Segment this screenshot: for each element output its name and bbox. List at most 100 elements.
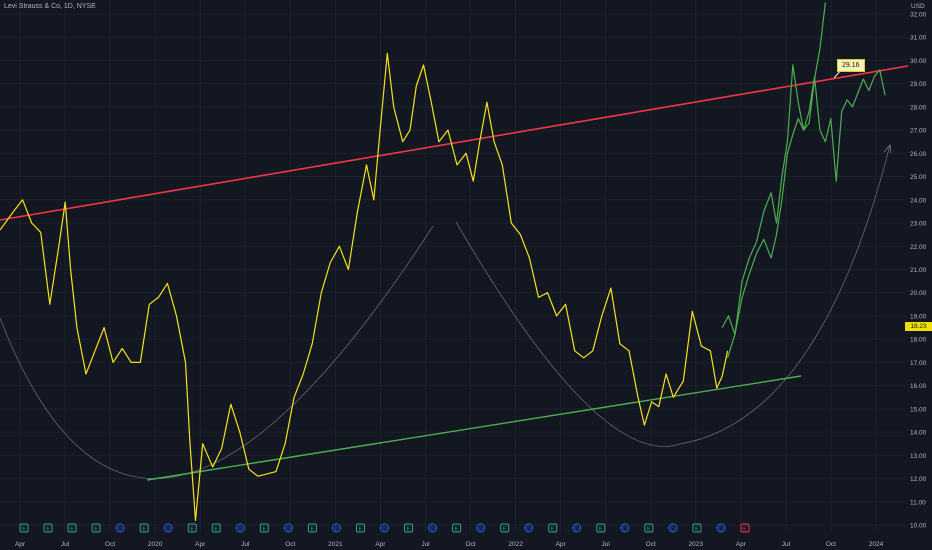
event-marker-label: E <box>311 527 315 533</box>
event-marker-label: D <box>527 527 531 533</box>
x-tick-label: Jul <box>241 541 250 548</box>
earnings-marker[interactable] <box>259 523 269 533</box>
event-marker-label: E <box>743 527 747 533</box>
event-marker-label: D <box>575 527 579 533</box>
price-callout[interactable]: 29.16 <box>837 59 865 72</box>
y-tick-label: 18.00 <box>910 337 927 344</box>
event-marker-label: E <box>599 527 603 533</box>
dividend-marker[interactable] <box>380 523 389 533</box>
dividend-marker[interactable] <box>572 523 582 533</box>
event-marker-label: E <box>214 527 218 533</box>
dividend-marker[interactable] <box>716 523 726 533</box>
event-marker-label: D <box>383 527 387 533</box>
dividend-marker[interactable] <box>524 523 534 533</box>
event-marker-label: D <box>671 527 675 533</box>
event-marker-label: D <box>166 527 170 533</box>
series-line-0[interactable] <box>0 52 729 521</box>
event-marker-label: E <box>262 527 266 533</box>
x-tick-label: Jul <box>61 541 70 548</box>
x-tick-label: 2022 <box>508 541 523 548</box>
dividend-marker[interactable] <box>428 523 438 533</box>
earnings-marker[interactable] <box>692 523 702 533</box>
upper-trendline[interactable] <box>0 65 909 221</box>
dividend-marker[interactable] <box>620 523 630 533</box>
x-tick-label: Oct <box>826 541 836 548</box>
pattern-arc-arrowhead <box>883 144 892 154</box>
y-tick-label: 22.00 <box>910 244 927 251</box>
earnings-marker[interactable] <box>596 523 606 533</box>
x-tick-label: 2023 <box>689 541 704 548</box>
earnings-marker[interactable] <box>548 523 558 533</box>
dividend-marker[interactable] <box>283 523 293 533</box>
y-tick-label: 11.00 <box>910 499 926 506</box>
earnings-marker[interactable] <box>67 523 77 533</box>
x-tick-label: Oct <box>465 541 475 548</box>
event-marker-label: D <box>623 527 627 533</box>
earnings-marker[interactable] <box>500 523 510 533</box>
event-marker-label: E <box>359 527 363 533</box>
y-tick-label: 26.00 <box>910 151 927 158</box>
pattern-arc-left <box>0 225 434 479</box>
y-tick-label: 30.00 <box>910 58 927 65</box>
x-tick-label: Apr <box>375 541 386 548</box>
earnings-marker[interactable] <box>43 523 53 533</box>
dividend-marker[interactable] <box>668 523 678 533</box>
y-tick-label: 21.00 <box>910 267 927 274</box>
dividend-marker[interactable] <box>476 523 486 533</box>
earnings-marker[interactable] <box>19 523 29 533</box>
currency-label: USD <box>911 3 925 10</box>
series-line-2[interactable] <box>727 69 886 358</box>
earnings-marker[interactable] <box>211 523 221 533</box>
dividend-marker[interactable] <box>115 523 125 533</box>
event-marker-label: E <box>94 527 98 533</box>
event-marker-label: D <box>719 527 723 533</box>
event-marker-label: D <box>118 527 122 533</box>
y-tick-label: 31.00 <box>910 35 927 42</box>
y-tick-label: 27.00 <box>910 128 927 135</box>
event-marker-label: D <box>286 527 290 533</box>
y-tick-label: 14.00 <box>910 430 927 437</box>
lower-trendline[interactable] <box>146 375 802 481</box>
y-tick-label: 19.00 <box>910 313 927 320</box>
event-marker-label: D <box>479 527 483 533</box>
y-tick-label: 32.00 <box>910 11 927 18</box>
y-tick-label: 15.00 <box>910 406 927 413</box>
chart-title: Levi Strauss & Co, 1D, NYSE <box>4 3 96 10</box>
x-tick-label: Apr <box>736 541 747 548</box>
event-marker-label: E <box>142 527 146 533</box>
series-line-1[interactable] <box>721 2 826 336</box>
earnings-marker[interactable] <box>139 523 149 533</box>
event-marker-label: E <box>551 527 555 533</box>
dividend-marker[interactable] <box>331 523 341 533</box>
event-marker-label: D <box>334 527 338 533</box>
x-tick-label: Jul <box>421 541 430 548</box>
earnings-marker[interactable] <box>91 523 101 533</box>
event-marker-label: D <box>238 527 242 533</box>
dividend-marker[interactable] <box>163 523 173 533</box>
x-tick-label: Apr <box>195 541 206 548</box>
dividend-marker[interactable] <box>235 523 245 533</box>
earnings-marker[interactable] <box>307 523 317 533</box>
x-tick-label: Apr <box>15 541 26 548</box>
x-tick-label: 2020 <box>148 541 163 548</box>
x-tick-label: 2024 <box>869 541 884 548</box>
x-tick-label: Apr <box>556 541 567 548</box>
y-tick-label: 24.00 <box>910 197 927 204</box>
earnings-marker[interactable] <box>452 523 462 533</box>
event-marker-label: E <box>190 527 194 533</box>
x-tick-label: 2021 <box>328 541 343 548</box>
x-tick-label: Oct <box>285 541 295 548</box>
y-tick-label: 20.00 <box>910 290 927 297</box>
earnings-marker[interactable] <box>644 523 654 533</box>
event-marker-label: E <box>647 527 651 533</box>
x-tick-label: Jul <box>602 541 611 548</box>
earnings-marker[interactable] <box>187 523 197 533</box>
event-marker-label: E <box>46 527 50 533</box>
earnings-marker[interactable] <box>355 523 365 533</box>
y-tick-label: 28.00 <box>910 104 927 111</box>
earnings-marker[interactable] <box>740 523 750 533</box>
event-marker-label: E <box>695 527 699 533</box>
earnings-marker[interactable] <box>404 523 414 533</box>
event-marker-label: E <box>22 527 26 533</box>
